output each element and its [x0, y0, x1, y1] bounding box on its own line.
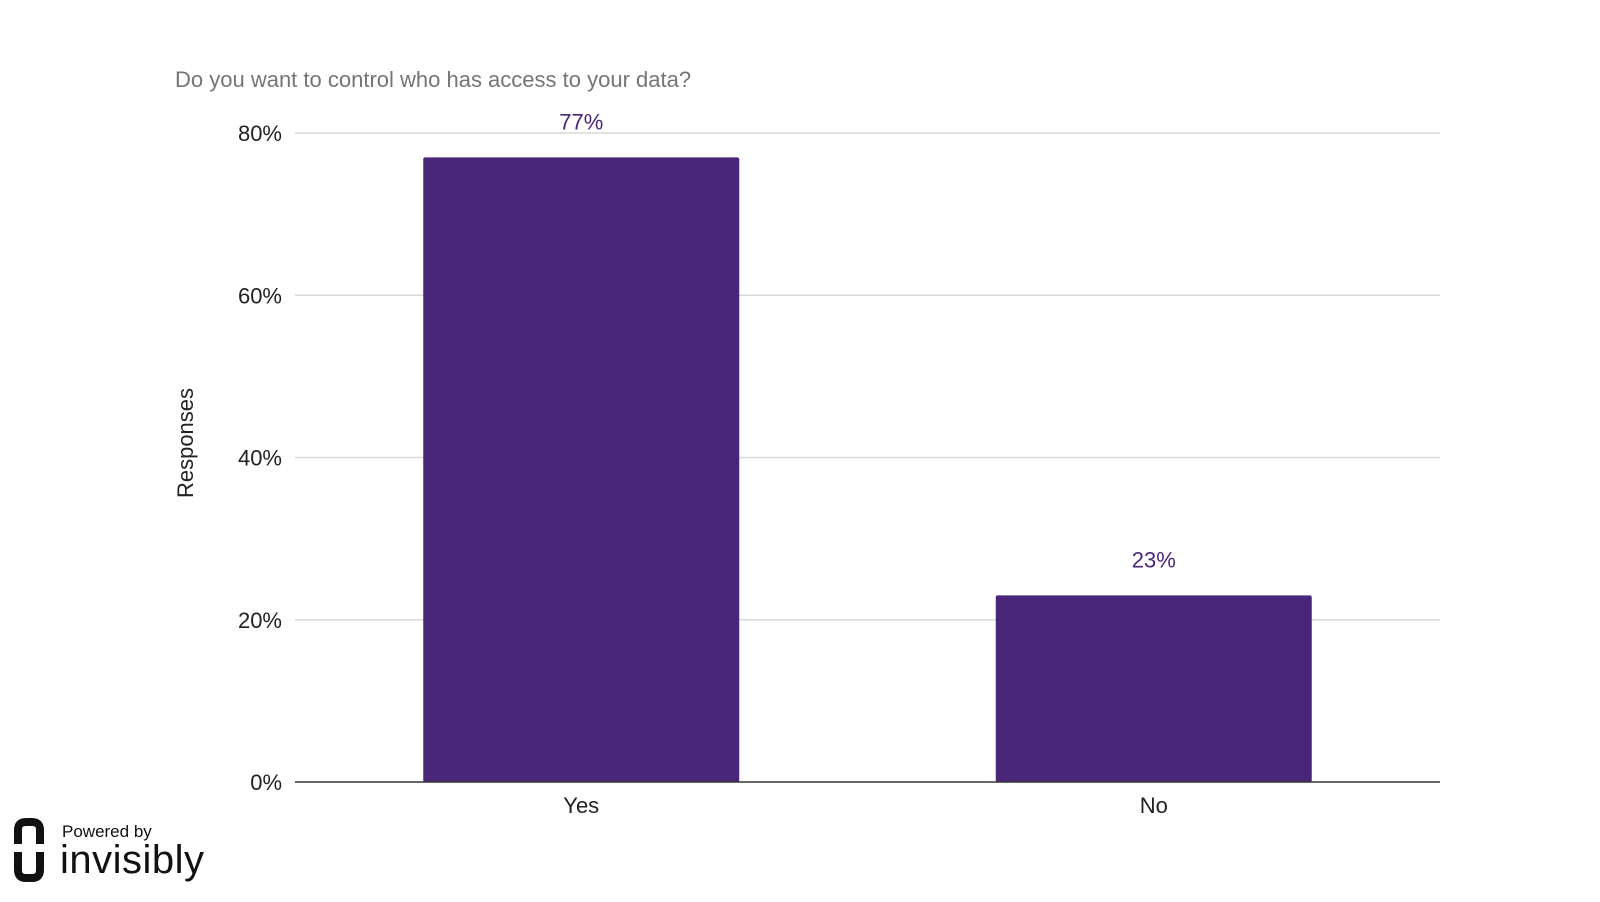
y-tick-label: 80% — [238, 121, 282, 146]
bars — [423, 157, 1312, 782]
powered-by-text: Powered by — [62, 822, 152, 841]
invisibly-logo-icon — [14, 818, 44, 882]
bar-yes — [423, 157, 740, 782]
data-label: 77% — [559, 109, 603, 134]
x-category-label: Yes — [563, 793, 599, 818]
data-label: 23% — [1132, 547, 1176, 572]
powered-by-badge: Powered by invisibly — [14, 818, 244, 888]
labels: 0% 20% 40% 60% 80% 77% Yes 23% No — [238, 109, 1440, 818]
bar-no — [995, 595, 1312, 782]
y-tick-label: 0% — [250, 770, 282, 795]
y-axis-title: Responses — [173, 388, 198, 498]
y-tick-label: 20% — [238, 608, 282, 633]
x-category-label: No — [1140, 793, 1168, 818]
y-tick-label: 60% — [238, 283, 282, 308]
brand-name: invisibly — [60, 838, 205, 882]
chart-title: Do you want to control who has access to… — [175, 67, 691, 92]
y-tick-label: 40% — [238, 446, 282, 471]
